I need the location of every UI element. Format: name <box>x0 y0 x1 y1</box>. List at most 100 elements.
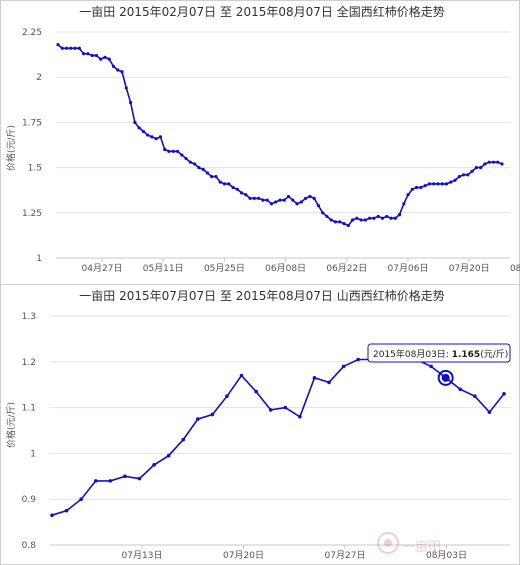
data-point[interactable] <box>197 166 201 170</box>
data-point[interactable] <box>244 193 248 197</box>
data-point[interactable] <box>406 193 410 197</box>
data-point[interactable] <box>184 156 188 161</box>
data-point[interactable] <box>103 55 107 59</box>
data-point[interactable] <box>210 175 214 179</box>
data-point[interactable] <box>214 175 218 179</box>
data-point[interactable] <box>239 373 244 378</box>
data-point[interactable] <box>312 196 316 200</box>
data-point[interactable] <box>239 191 244 195</box>
data-point[interactable] <box>90 53 94 58</box>
data-point[interactable] <box>167 149 171 153</box>
data-point[interactable] <box>432 182 436 186</box>
data-point[interactable] <box>321 211 325 215</box>
data-point[interactable] <box>304 196 308 200</box>
data-point[interactable] <box>500 162 504 166</box>
data-point[interactable] <box>171 149 175 153</box>
data-point[interactable] <box>312 376 317 380</box>
data-point[interactable] <box>56 43 60 47</box>
data-point[interactable] <box>341 364 346 369</box>
data-point[interactable] <box>423 184 427 188</box>
data-point[interactable] <box>449 180 453 184</box>
data-point[interactable] <box>350 218 355 222</box>
data-point[interactable] <box>175 149 180 153</box>
data-point[interactable] <box>327 380 331 385</box>
data-point[interactable] <box>152 463 156 467</box>
data-point[interactable] <box>107 57 111 61</box>
data-point[interactable] <box>77 46 81 50</box>
data-point[interactable] <box>427 182 432 186</box>
data-point[interactable] <box>483 162 487 166</box>
data-point[interactable] <box>201 167 205 172</box>
data-point[interactable] <box>380 216 385 220</box>
data-point[interactable] <box>295 202 299 206</box>
data-point[interactable] <box>487 160 491 164</box>
data-point[interactable] <box>111 64 116 68</box>
data-point[interactable] <box>248 196 252 200</box>
data-point[interactable] <box>298 414 302 419</box>
data-point[interactable] <box>94 53 99 58</box>
data-point[interactable] <box>274 200 278 204</box>
data-point[interactable] <box>429 364 433 369</box>
data-point[interactable] <box>222 182 227 186</box>
data-point[interactable] <box>333 220 338 224</box>
data-point[interactable] <box>166 453 171 458</box>
data-point[interactable] <box>338 220 342 224</box>
data-point[interactable] <box>491 160 496 164</box>
data-point[interactable] <box>86 52 90 56</box>
data-point[interactable] <box>474 166 478 170</box>
data-point[interactable] <box>376 214 380 219</box>
data-point[interactable] <box>466 173 470 177</box>
data-point[interactable] <box>291 198 295 202</box>
data-point[interactable] <box>180 153 184 157</box>
data-point[interactable] <box>410 187 414 191</box>
data-point[interactable] <box>50 513 54 518</box>
data-point[interactable] <box>235 187 239 191</box>
data-point[interactable] <box>64 46 69 50</box>
data-point[interactable] <box>282 198 286 202</box>
data-point[interactable] <box>389 216 393 220</box>
data-point[interactable] <box>329 218 333 222</box>
data-point[interactable] <box>325 214 329 219</box>
data-point[interactable] <box>440 182 444 186</box>
data-point[interactable] <box>252 196 256 200</box>
data-point[interactable] <box>261 198 265 202</box>
data-point[interactable] <box>137 126 141 130</box>
data-point[interactable] <box>356 357 360 362</box>
data-point[interactable] <box>299 200 303 204</box>
data-point[interactable] <box>158 135 163 139</box>
data-point[interactable] <box>470 169 474 173</box>
data-point[interactable] <box>124 86 128 90</box>
data-point[interactable] <box>141 129 145 134</box>
data-point[interactable] <box>120 70 124 74</box>
data-point[interactable] <box>133 120 137 124</box>
data-point[interactable] <box>419 185 423 190</box>
data-point[interactable] <box>163 147 167 152</box>
data-point[interactable] <box>150 135 154 139</box>
data-point[interactable] <box>93 479 98 483</box>
data-point[interactable] <box>137 476 142 481</box>
data-point[interactable] <box>79 497 83 501</box>
data-point[interactable] <box>123 474 127 479</box>
data-point[interactable] <box>342 222 346 226</box>
data-point[interactable] <box>385 214 389 219</box>
data-point[interactable] <box>146 133 150 137</box>
data-point[interactable] <box>108 479 113 483</box>
data-point[interactable] <box>231 185 235 190</box>
data-point[interactable] <box>415 185 419 190</box>
data-point[interactable] <box>487 410 492 414</box>
data-point[interactable] <box>283 405 288 410</box>
data-point[interactable] <box>181 437 186 442</box>
data-point[interactable] <box>218 180 222 184</box>
data-point[interactable] <box>286 194 291 199</box>
data-point[interactable] <box>128 100 133 105</box>
data-point[interactable] <box>60 46 64 50</box>
data-point[interactable] <box>355 216 359 220</box>
data-point[interactable] <box>458 387 463 392</box>
data-point[interactable] <box>363 218 367 222</box>
data-point[interactable] <box>210 412 215 417</box>
data-point[interactable] <box>368 216 372 220</box>
data-point[interactable] <box>479 166 483 170</box>
data-point[interactable] <box>193 162 197 166</box>
data-point[interactable] <box>254 389 258 394</box>
data-point[interactable] <box>205 171 210 175</box>
